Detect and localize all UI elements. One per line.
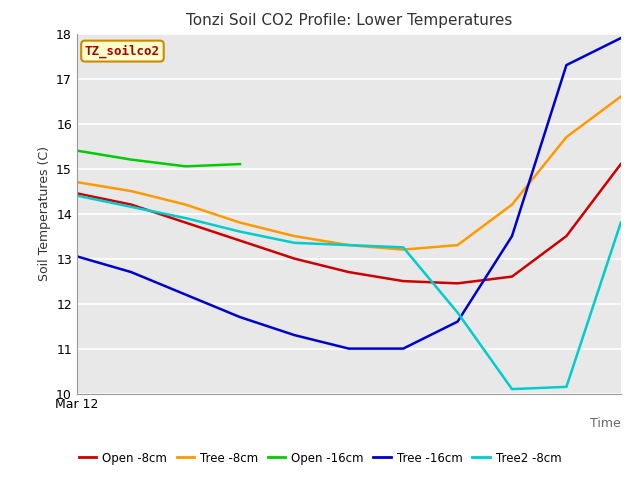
- Title: Tonzi Soil CO2 Profile: Lower Temperatures: Tonzi Soil CO2 Profile: Lower Temperatur…: [186, 13, 512, 28]
- Text: TZ_soilco2: TZ_soilco2: [85, 44, 160, 58]
- Legend: Open -8cm, Tree -8cm, Open -16cm, Tree -16cm, Tree2 -8cm: Open -8cm, Tree -8cm, Open -16cm, Tree -…: [74, 447, 566, 469]
- Y-axis label: Soil Temperatures (C): Soil Temperatures (C): [38, 146, 51, 281]
- X-axis label: Time: Time: [590, 417, 621, 430]
